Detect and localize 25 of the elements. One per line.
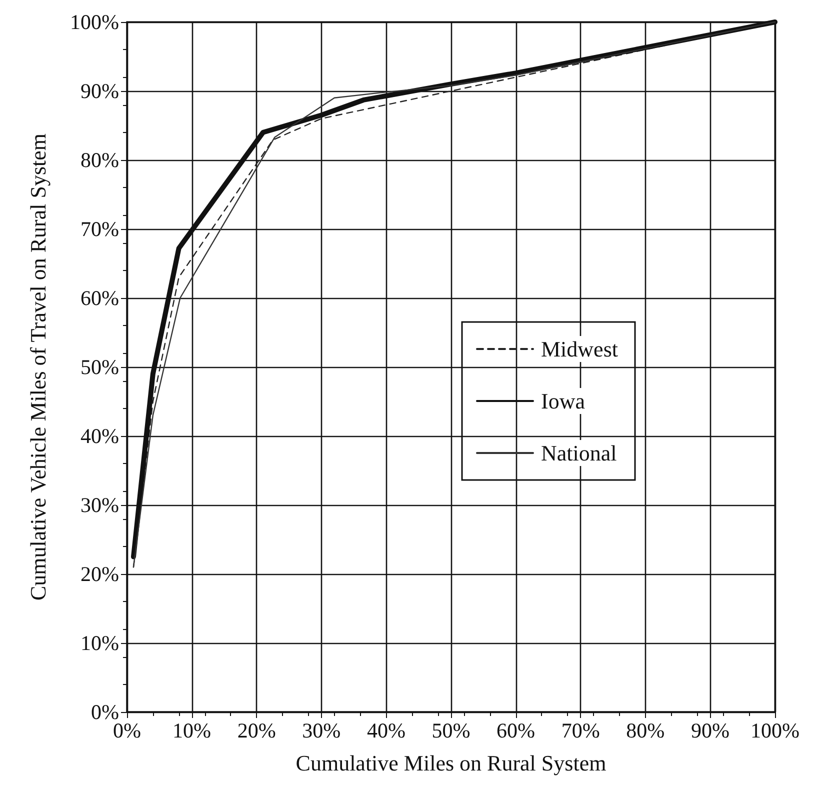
y-tick-label: 50% — [80, 355, 119, 379]
x-tick-label: 10% — [172, 718, 212, 742]
y-axis-title: Cumulative Vehicle Miles of Travel on Rural System — [26, 133, 50, 601]
y-tick-label: 40% — [80, 424, 119, 448]
y-tick-label: 100% — [70, 10, 119, 34]
x-tick-label: 80% — [626, 718, 665, 742]
x-tick-label: 100% — [750, 718, 800, 742]
legend-label: Midwest — [541, 336, 618, 362]
x-tick-label: 50% — [432, 718, 470, 742]
legend-label: Iowa — [541, 388, 586, 414]
x-axis-title: Cumulative Miles on Rural System — [296, 750, 606, 776]
x-tick-label: 20% — [237, 718, 276, 742]
y-tick-label: 30% — [80, 493, 119, 517]
y-tick-label: 20% — [80, 562, 119, 586]
legend-label: National — [541, 440, 617, 466]
x-tick-label: 90% — [690, 718, 730, 742]
y-tick-label: 10% — [80, 631, 119, 655]
x-tick-label: 60% — [496, 718, 536, 742]
y-tick-label: 90% — [80, 79, 119, 103]
x-tick-label: 30% — [302, 718, 341, 742]
x-tick-label: 40% — [366, 718, 406, 742]
y-tick-label: 80% — [80, 148, 119, 172]
y-tick-label: 70% — [80, 217, 119, 241]
x-tick-label: 70% — [561, 718, 600, 742]
y-tick-label: 60% — [80, 286, 119, 310]
